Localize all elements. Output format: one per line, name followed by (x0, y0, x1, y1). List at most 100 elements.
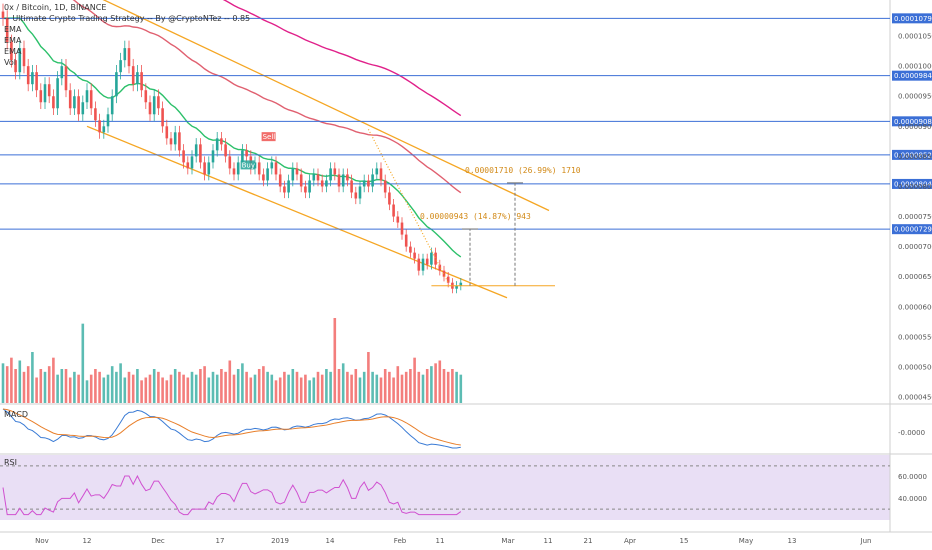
volume-bar (341, 363, 345, 403)
x-tick-label: 14 (326, 537, 335, 545)
candle (434, 252, 437, 265)
time-axis[interactable]: Nov 12 Dec 17 2019 14 Feb 11 Mar 11 21 Apr 15 May 13 Ju… (35, 537, 871, 545)
y-tick-label: 0.00007500 (898, 213, 932, 221)
candle (430, 252, 433, 265)
chart-legend: 0x / Bitcoin, 1D, BINANCE -- Ultimate Cr… (4, 2, 250, 68)
legend-vol[interactable]: Vol (4, 58, 16, 67)
candle (325, 180, 328, 187)
candle (10, 42, 13, 61)
rsi-label[interactable]: RSI (4, 458, 17, 467)
candle (379, 168, 383, 181)
volume-bar (224, 371, 227, 403)
candle (43, 84, 47, 103)
candle (68, 90, 72, 109)
signal-badge (240, 160, 255, 170)
signal-labels: Sell Buy (240, 132, 276, 170)
candle (417, 258, 421, 271)
volume-bar (253, 374, 257, 403)
volume-bar (94, 369, 97, 403)
volume-bar (266, 371, 269, 403)
rsi-line (2, 474, 462, 516)
x-tick-label: 21 (584, 537, 593, 545)
legend-ema-2[interactable]: EMA (4, 36, 22, 45)
candle (203, 162, 206, 175)
volume-bars (1, 318, 463, 403)
volume-bar (421, 374, 425, 403)
candle (169, 138, 173, 145)
legend-ema-1[interactable]: EMA (4, 25, 22, 34)
projection-line (367, 129, 449, 283)
candle (236, 162, 240, 175)
volume-bar (35, 377, 38, 403)
volume-bar (186, 377, 190, 403)
volume-bar (106, 374, 110, 403)
candle (333, 168, 337, 175)
candle (115, 72, 118, 97)
y-tick-label: 0.00008500 (898, 153, 932, 161)
candle (354, 192, 358, 199)
volume-bar (459, 374, 463, 403)
level-price-tag (892, 116, 932, 127)
candle (161, 108, 164, 127)
macd-label[interactable]: MACD (4, 410, 28, 419)
candle (131, 66, 135, 85)
ema-line (222, 0, 462, 117)
volume-bar (211, 371, 215, 403)
price-axis[interactable]: 0.00010500 0.00010000 0.00009500 0.00009000… (898, 33, 932, 402)
candle (228, 156, 232, 169)
volume-bar (85, 380, 89, 403)
volume-bar (22, 371, 26, 403)
level-price-tag (892, 178, 932, 189)
volume-bar (232, 374, 236, 403)
candle (31, 72, 34, 85)
volume-bar (346, 371, 349, 403)
candle (295, 168, 299, 175)
candle (26, 66, 30, 85)
candle (316, 174, 320, 181)
legend-indicator[interactable]: -- Ultimate Crypto Trading Strategy -- B… (4, 14, 251, 23)
candle (425, 258, 429, 265)
volume-bar (194, 374, 198, 403)
volume-bar (278, 377, 282, 403)
candle (119, 60, 122, 73)
volume-bar (5, 366, 9, 403)
measure-label: 0.00000943 (14.87%) 943 (420, 212, 531, 221)
candle (283, 186, 286, 193)
volume-bar (144, 377, 148, 403)
volume-bar (47, 366, 51, 403)
volume-bar (43, 371, 47, 403)
candle (173, 132, 177, 145)
volume-bar (270, 374, 274, 403)
volume-bar (455, 371, 458, 403)
volume-bar (190, 371, 194, 403)
candle (278, 174, 282, 187)
candle (409, 246, 412, 253)
candle (56, 78, 59, 109)
x-tick-label: May (739, 537, 753, 545)
volume-bar (371, 371, 374, 403)
measurement-tools[interactable]: 0.00001710 (26.99%) 1710 0.00000943 (14.8… (367, 129, 581, 287)
volume-bar (304, 374, 307, 403)
candle (89, 90, 93, 109)
signal-badge (261, 132, 276, 142)
y-tick-label: 0.00004500 (898, 393, 932, 401)
candle (220, 138, 223, 145)
volume-bar (77, 374, 80, 403)
candle (178, 132, 181, 151)
volume-bar (123, 377, 127, 403)
candle (320, 180, 324, 187)
horizontal-levels[interactable]: 0.00010795 0.00009842 0.00009083 0.00008525… (0, 13, 932, 235)
legend-ema-3[interactable]: EMA (4, 47, 22, 56)
candle (304, 186, 307, 193)
volume-bar (274, 380, 278, 403)
volume-bar (52, 357, 55, 403)
volume-bar (350, 374, 353, 403)
legend-symbol[interactable]: 0x / Bitcoin, 1D, BINANCE (4, 3, 107, 12)
volume-bar (119, 363, 122, 403)
volume-bar (337, 369, 341, 403)
volume-bar (367, 352, 370, 403)
candle (18, 48, 22, 73)
volume-bar (438, 360, 442, 403)
candle (102, 126, 106, 133)
